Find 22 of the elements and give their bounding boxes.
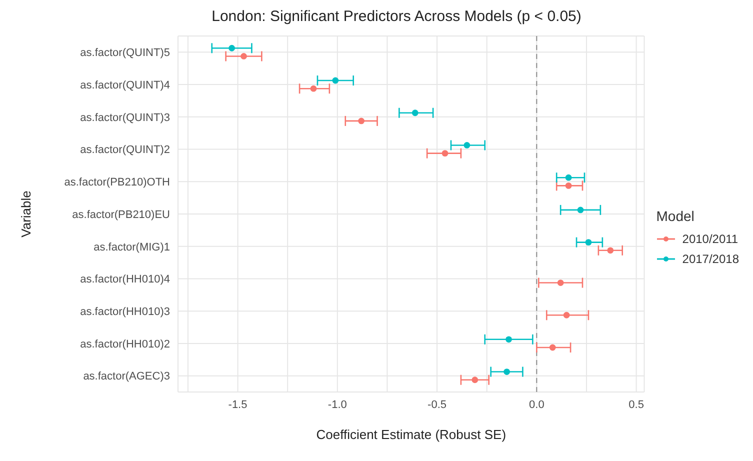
- y-tick-label: as.factor(PB210)OTH: [64, 176, 170, 189]
- x-tick-label: 0.5: [628, 398, 644, 411]
- y-tick-label: as.factor(QUINT)4: [80, 79, 170, 92]
- y-tick-label: as.factor(HH010)3: [80, 306, 170, 318]
- y-tick-label: as.factor(QUINT)5: [80, 47, 170, 60]
- y-tick-label: as.factor(AGEC)3: [83, 370, 170, 383]
- x-tick-label: -1.5: [228, 398, 248, 411]
- legend-label: 2017/2018: [682, 252, 739, 266]
- y-tick-label: as.factor(MIG)1: [94, 241, 170, 254]
- y-tick-label: as.factor(QUINT)3: [80, 112, 170, 124]
- chart-title: London: Significant Predictors Across Models (p < 0.05): [210, 8, 582, 27]
- y-axis-title: Variable: [18, 190, 34, 238]
- y-tick-label: as.factor(QUINT)2: [80, 144, 170, 156]
- legend-title: Model: [656, 208, 696, 224]
- y-tick-label: as.factor(HH010)2: [80, 338, 170, 350]
- x-tick-label: 0.0: [529, 398, 544, 411]
- y-tick-label: as.factor(PB210)EU: [72, 208, 170, 221]
- x-axis-title: Coefficient Estimate (Robust SE): [316, 427, 506, 442]
- legend-label: 2010/2011: [682, 232, 738, 246]
- x-tick-label: -1.0: [328, 398, 347, 411]
- y-tick-label: as.factor(HH010)4: [80, 274, 170, 286]
- x-tick-label: -0.5: [428, 398, 447, 411]
